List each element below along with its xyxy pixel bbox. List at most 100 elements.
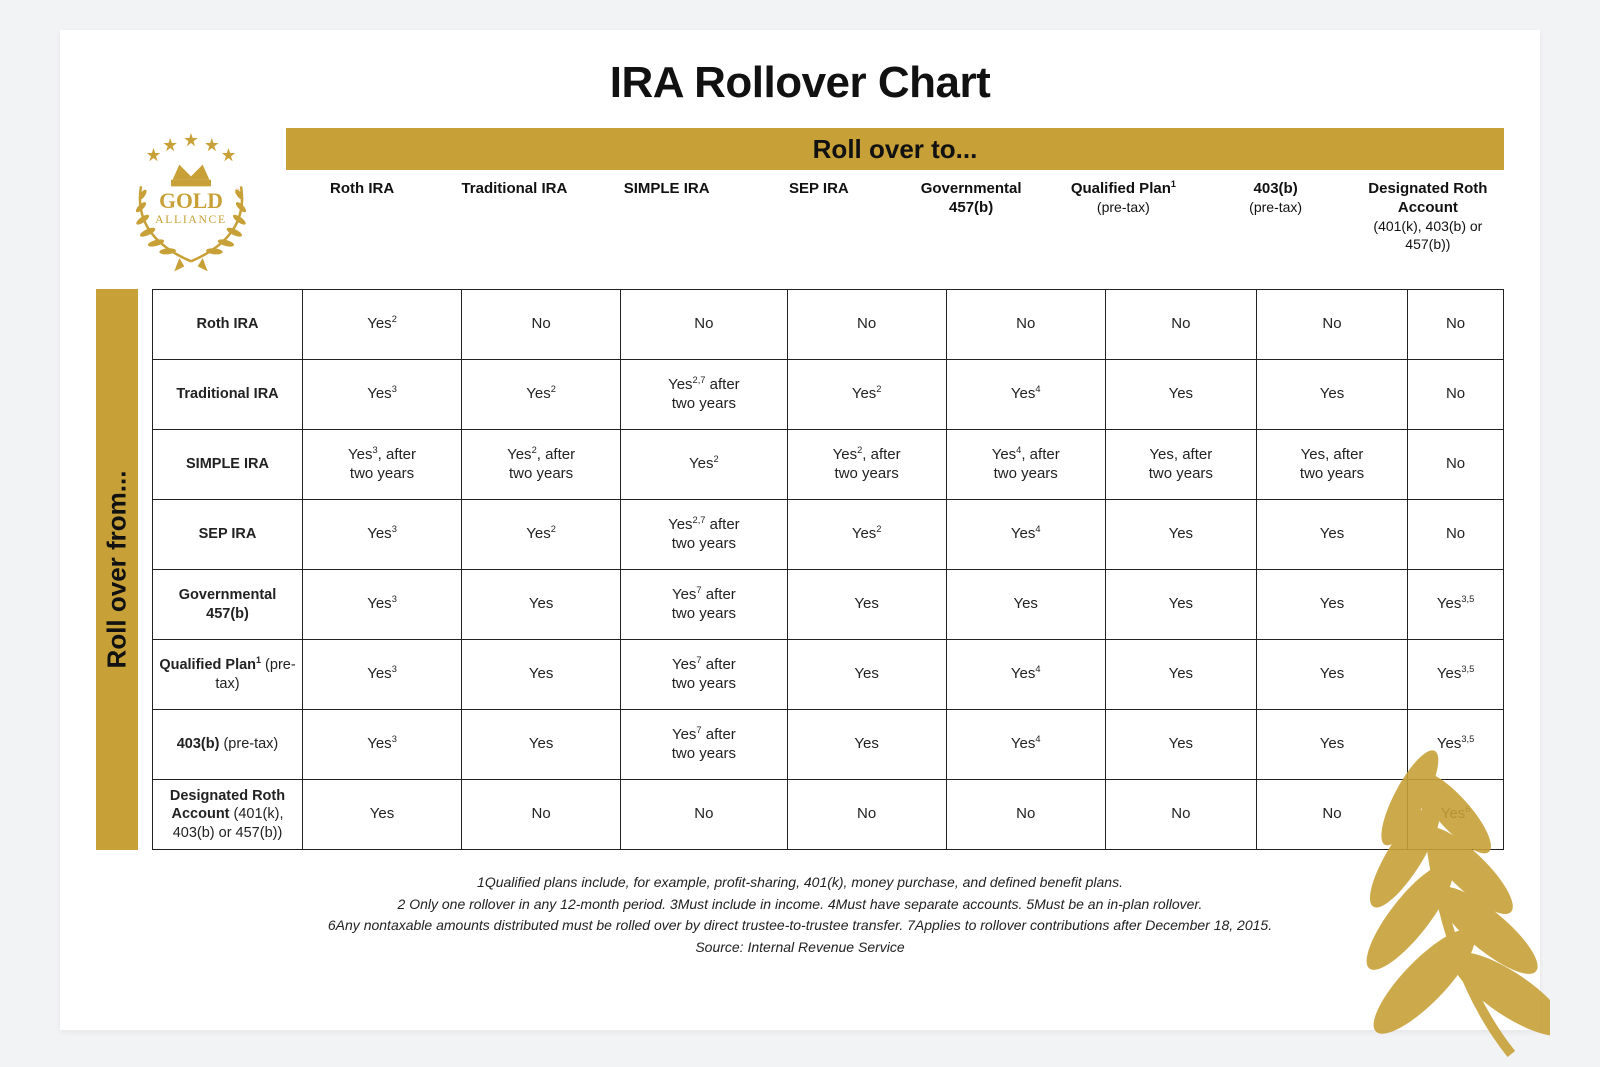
table-cell: Yes4 — [946, 500, 1105, 570]
table-cell: Yes7 aftertwo years — [621, 710, 787, 780]
table-cell: Yes — [787, 640, 946, 710]
brand-logo: GOLD ® ALLIANCE — [96, 128, 286, 283]
table-cell: Yes — [1105, 500, 1256, 570]
table-cell: Yes — [1256, 360, 1407, 430]
table-cell: Yes — [1105, 360, 1256, 430]
table-cell: Yes4 — [946, 710, 1105, 780]
table-cell: Yes — [462, 640, 621, 710]
table-cell: Yes — [1105, 570, 1256, 640]
table-cell: No — [1105, 290, 1256, 360]
table-cell: Yes2, aftertwo years — [462, 430, 621, 500]
row-header: SEP IRA — [153, 500, 303, 570]
table-cell: Yes — [1105, 710, 1256, 780]
footnote-line: Source: Internal Revenue Service — [96, 937, 1504, 959]
table-cell: Yes3,5 — [1408, 710, 1504, 780]
table-cell: Yes3 — [303, 360, 462, 430]
rollover-from-label: Roll over from... — [102, 471, 133, 669]
table-cell: Yes2 — [787, 360, 946, 430]
brand-line2: ALLIANCE — [155, 213, 227, 226]
row-header: Designated Roth Account (401(k), 403(b) … — [153, 780, 303, 850]
table-cell: Yes, aftertwo years — [1105, 430, 1256, 500]
top-row: GOLD ® ALLIANCE — [96, 128, 1504, 283]
column-header: Governmental 457(b) — [895, 180, 1047, 255]
column-header: 403(b)(pre-tax) — [1200, 180, 1352, 255]
table-cell: Yes — [1256, 570, 1407, 640]
table-row: SEP IRAYes3Yes2Yes2,7 aftertwo yearsYes2… — [153, 500, 1504, 570]
table-row: 403(b) (pre-tax)Yes3YesYes7 aftertwo yea… — [153, 710, 1504, 780]
table-cell: Yes7 aftertwo years — [621, 640, 787, 710]
table-cell: No — [787, 290, 946, 360]
table-row: SIMPLE IRAYes3, aftertwo yearsYes2, afte… — [153, 430, 1504, 500]
table-cell: No — [946, 780, 1105, 850]
table-cell: Yes — [787, 570, 946, 640]
footnote-line: 6Any nontaxable amounts distributed must… — [96, 915, 1504, 937]
table-cell: No — [1105, 780, 1256, 850]
table-cell: No — [621, 780, 787, 850]
table-cell: Yes — [1256, 640, 1407, 710]
table-cell: Yes2 — [462, 500, 621, 570]
table-cell: Yes4 — [946, 360, 1105, 430]
footnotes: 1Qualified plans include, for example, p… — [96, 872, 1504, 959]
table-cell: No — [1256, 780, 1407, 850]
table-cell: Yes2 — [303, 290, 462, 360]
table-cell: Yes2,7 aftertwo years — [621, 500, 787, 570]
footnote-line: 2 Only one rollover in any 12-month peri… — [96, 894, 1504, 916]
table-cell: Yes — [787, 710, 946, 780]
table-cell: Yes — [462, 710, 621, 780]
table-cell: No — [787, 780, 946, 850]
table-cell: Yes4, aftertwo years — [946, 430, 1105, 500]
table-cell: No — [1408, 360, 1504, 430]
table-cell: Yes4 — [946, 640, 1105, 710]
table-cell: Yes — [303, 780, 462, 850]
table-cell: No — [1408, 500, 1504, 570]
table-cell: Yes — [1105, 640, 1256, 710]
table-cell: Yes — [462, 570, 621, 640]
table-cell: No — [462, 290, 621, 360]
table-row: Traditional IRAYes3Yes2Yes2,7 aftertwo y… — [153, 360, 1504, 430]
row-header: SIMPLE IRA — [153, 430, 303, 500]
column-header: Traditional IRA — [438, 180, 590, 255]
table-cell: Yes2 — [787, 500, 946, 570]
footnote-line: 1Qualified plans include, for example, p… — [96, 872, 1504, 894]
row-header: Qualified Plan1 (pre-tax) — [153, 640, 303, 710]
table-cell: Yes6 — [1408, 780, 1504, 850]
table-cell: Yes — [946, 570, 1105, 640]
column-header: SIMPLE IRA — [591, 180, 743, 255]
table-cell: Yes, aftertwo years — [1256, 430, 1407, 500]
table-row: Roth IRAYes2NoNoNoNoNoNoNo — [153, 290, 1504, 360]
table-cell: Yes2, aftertwo years — [787, 430, 946, 500]
table-cell: Yes2,7 aftertwo years — [621, 360, 787, 430]
table-cell: Yes3,5 — [1408, 640, 1504, 710]
rollover-table: Roth IRAYes2NoNoNoNoNoNoNoTraditional IR… — [152, 289, 1504, 850]
table-cell: Yes2 — [462, 360, 621, 430]
table-cell: Yes3 — [303, 710, 462, 780]
chart-card: IRA Rollover Chart GOLD — [60, 30, 1540, 1030]
table-cell: No — [1408, 290, 1504, 360]
table-cell: Yes3 — [303, 570, 462, 640]
row-header: Traditional IRA — [153, 360, 303, 430]
page-title: IRA Rollover Chart — [96, 58, 1504, 108]
row-header: Governmental 457(b) — [153, 570, 303, 640]
row-header: Roth IRA — [153, 290, 303, 360]
column-header: Designated Roth Account(401(k), 403(b) o… — [1352, 180, 1504, 255]
row-header: 403(b) (pre-tax) — [153, 710, 303, 780]
table-cell: Yes3,5 — [1408, 570, 1504, 640]
column-header: Qualified Plan1(pre-tax) — [1047, 180, 1199, 255]
rollover-to-header: Roll over to... — [286, 128, 1504, 170]
column-headers-row: Roth IRATraditional IRASIMPLE IRASEP IRA… — [286, 170, 1504, 263]
table-cell: Yes — [1256, 710, 1407, 780]
table-row: Designated Roth Account (401(k), 403(b) … — [153, 780, 1504, 850]
table-cell: Yes3 — [303, 500, 462, 570]
table-cell: Yes3 — [303, 640, 462, 710]
table-row: Governmental 457(b)Yes3YesYes7 aftertwo … — [153, 570, 1504, 640]
table-cell: No — [462, 780, 621, 850]
column-header: Roth IRA — [286, 180, 438, 255]
table-cell: Yes2 — [621, 430, 787, 500]
table-cell: Yes3, aftertwo years — [303, 430, 462, 500]
table-cell: Yes7 aftertwo years — [621, 570, 787, 640]
gold-alliance-logo-icon: GOLD ® ALLIANCE — [106, 128, 276, 278]
table-cell: No — [1408, 430, 1504, 500]
table-cell: No — [1256, 290, 1407, 360]
table-row: Qualified Plan1 (pre-tax)Yes3YesYes7 aft… — [153, 640, 1504, 710]
table-cell: Yes — [1256, 500, 1407, 570]
